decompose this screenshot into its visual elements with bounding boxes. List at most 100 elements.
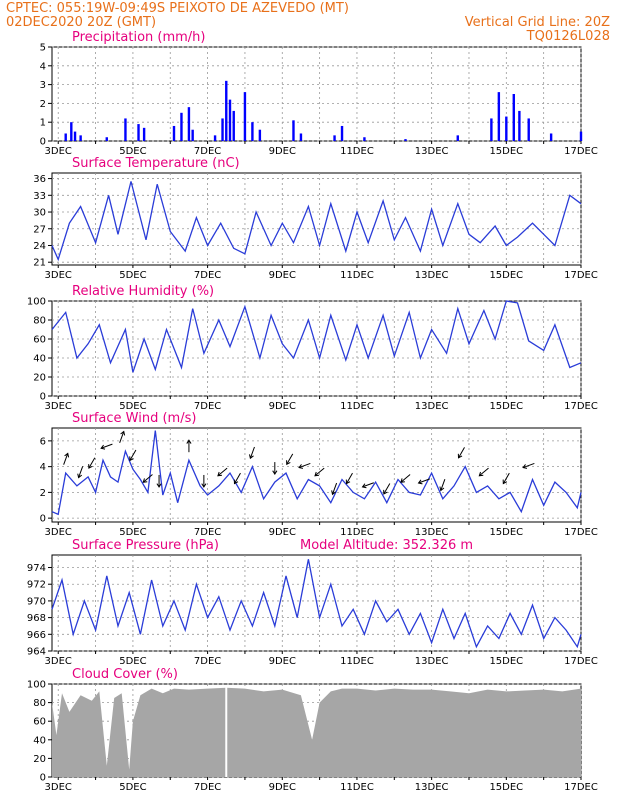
y-tick-label: 20	[33, 754, 46, 765]
x-tick-label: 5DEC	[119, 656, 146, 667]
y-tick-label: 966	[27, 630, 46, 641]
y-tick-label: 36	[33, 174, 46, 185]
x-tick-label: 11DEC	[340, 146, 374, 157]
wind-arrow	[457, 447, 465, 459]
y-tick-label: 21	[33, 258, 46, 269]
y-tick-label: 30	[33, 208, 46, 219]
y-tick-label: 3	[40, 80, 46, 91]
x-tick-label: 11DEC	[340, 401, 374, 412]
wind-arrow	[100, 443, 113, 450]
x-tick-label: 13DEC	[415, 401, 449, 412]
cloud-area	[52, 687, 581, 777]
header-grid-line: Vertical Grid Line: 20Z	[465, 15, 610, 30]
x-tick-label: 7DEC	[194, 401, 221, 412]
x-tick-label: 17DEC	[564, 401, 598, 412]
x-tick-label: 3DEC	[45, 527, 72, 538]
wind-arrow	[201, 474, 207, 488]
y-tick-label: 2	[40, 488, 46, 499]
wind-arrow	[478, 467, 489, 477]
x-tick-label: 9DEC	[269, 782, 296, 793]
x-tick-label: 13DEC	[415, 782, 449, 793]
y-tick-label: 60	[33, 717, 46, 728]
y-tick-label: 2	[40, 99, 46, 110]
y-tick-label: 6	[40, 436, 46, 447]
precip-bar	[292, 120, 295, 141]
header-run-id: TQ0126L028	[526, 29, 610, 44]
y-tick-label: 974	[27, 563, 46, 574]
series-line	[51, 300, 582, 373]
wind-arrow	[272, 462, 278, 476]
y-tick-label: 0	[40, 392, 46, 403]
y-tick-label: 20	[33, 373, 46, 384]
precip-bar	[363, 137, 366, 141]
x-tick-label: 9DEC	[269, 401, 296, 412]
y-tick-label: 100	[27, 680, 46, 691]
precip-bar	[404, 139, 407, 141]
x-tick-label: 17DEC	[564, 656, 598, 667]
x-tick-label: 13DEC	[415, 656, 449, 667]
x-tick-label: 5DEC	[119, 401, 146, 412]
y-tick-label: 0	[40, 137, 46, 148]
y-tick-label: 40	[33, 354, 46, 365]
y-tick-label: 964	[27, 647, 46, 658]
precip-bar	[518, 110, 521, 141]
wind-arrow	[502, 472, 510, 485]
x-tick-label: 11DEC	[340, 527, 374, 538]
x-tick-label: 17DEC	[564, 146, 598, 157]
x-tick-label: 3DEC	[45, 270, 72, 281]
x-tick-label: 5DEC	[119, 527, 146, 538]
y-tick-label: 33	[33, 191, 46, 202]
x-tick-label: 7DEC	[194, 782, 221, 793]
wind-arrow	[88, 457, 96, 469]
y-tick-label: 100	[27, 297, 46, 308]
wind-arrow	[417, 478, 430, 485]
plot-frame	[51, 172, 582, 266]
y-tick-label: 4	[40, 61, 46, 72]
precip-bar	[142, 127, 146, 141]
x-tick-label: 17DEC	[564, 527, 598, 538]
wind-arrow	[314, 467, 325, 477]
panel-4: 0 2 4 6 3DEC 5DEC 7DEC 9DEC 11DEC 13DEC 15DEC 17DEC…	[40, 411, 598, 538]
y-tick-label: 80	[33, 316, 46, 327]
y-tick-label: 972	[27, 580, 46, 591]
y-tick-label: 80	[33, 698, 46, 709]
x-tick-label: 7DEC	[194, 146, 221, 157]
precip-bar	[549, 133, 553, 141]
x-tick-label: 15DEC	[489, 527, 523, 538]
panel-title: Relative Humidity (%)	[72, 284, 214, 299]
precip-bar	[527, 118, 530, 141]
precip-bar	[228, 99, 232, 141]
precip-bar	[124, 118, 127, 141]
wind-arrow	[439, 479, 446, 492]
precip-bar	[73, 131, 77, 141]
precip-bar	[456, 135, 459, 141]
precip-bar	[512, 94, 515, 141]
precip-bar	[180, 112, 183, 141]
wind-arrow	[522, 462, 535, 469]
x-tick-label: 9DEC	[269, 527, 296, 538]
x-tick-label: 9DEC	[269, 270, 296, 281]
x-tick-label: 11DEC	[340, 782, 374, 793]
y-tick-label: 0	[40, 514, 46, 525]
precip-bar	[251, 122, 254, 141]
wind-arrow	[63, 452, 70, 465]
x-tick-label: 5DEC	[119, 270, 146, 281]
y-tick-label: 40	[33, 735, 46, 746]
panel-1: 0 1 2 3 4 5 3DEC 5DEC 7DEC 9DEC 11DEC 13DEC 15DEC 17D…	[40, 30, 598, 157]
precip-bar	[70, 122, 73, 141]
y-tick-label: 5	[40, 43, 46, 54]
panel-6: 0 20 40 60 80 100 3DEC 5DEC 7DEC 9DEC 11DEC 13DEC 15…	[27, 667, 598, 793]
panel-title: Cloud Cover (%)	[72, 667, 178, 682]
precip-bar	[243, 92, 247, 141]
wind-arrow	[77, 466, 84, 479]
wind-arrow	[142, 474, 153, 483]
precip-bar	[579, 131, 583, 141]
panel-3: 0 20 40 60 80 100 3DEC 5DEC 7DEC 9DEC 11DEC 13DEC 15…	[27, 284, 598, 412]
y-tick-label: 970	[27, 596, 46, 607]
x-tick-label: 15DEC	[489, 270, 523, 281]
precip-bar	[232, 110, 235, 141]
precip-bar	[340, 125, 344, 141]
x-tick-label: 15DEC	[489, 656, 523, 667]
y-tick-label: 60	[33, 335, 46, 346]
precip-bar	[137, 124, 140, 141]
